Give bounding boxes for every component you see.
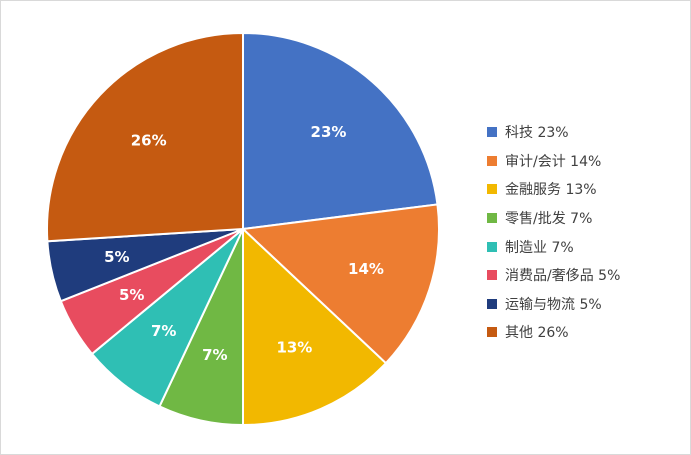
pie-slices: [46, 31, 440, 427]
pie-data-label: 5%: [104, 248, 129, 266]
legend-label: 制造业 7%: [505, 239, 574, 256]
legend-item: 运输与物流 5%: [487, 290, 687, 319]
pie-data-label: 26%: [131, 131, 167, 149]
legend-label: 零售/批发 7%: [505, 211, 593, 228]
pie-data-label: 23%: [311, 123, 347, 141]
legend-item: 其他 26%: [487, 318, 687, 347]
legend: 科技 23% 审计/会计 14% 金融服务 13% 零售/批发 7% 制造业 7% 消费品…: [487, 118, 687, 347]
legend-item: 消费品/奢侈品 5%: [487, 261, 687, 290]
pie-data-labels: 23% 14% 13% 7% 7% 5% 5% 26%: [104, 123, 384, 364]
pie-slice: [46, 31, 244, 243]
legend-swatch: [487, 327, 497, 338]
pie-data-label: 14%: [348, 260, 384, 278]
pie-data-label: 7%: [202, 346, 227, 364]
legend-label: 审计/会计 14%: [505, 153, 602, 170]
legend-label: 运输与物流 5%: [505, 296, 602, 313]
legend-swatch: [487, 298, 497, 309]
legend-label: 消费品/奢侈品 5%: [505, 268, 621, 285]
legend-swatch: [487, 127, 497, 138]
legend-swatch: [487, 270, 497, 281]
legend-item: 金融服务 13%: [487, 175, 687, 204]
pie-slice: [242, 31, 439, 231]
pie-data-label: 13%: [276, 339, 312, 357]
legend-item: 制造业 7%: [487, 232, 687, 261]
pie-slice: [242, 226, 388, 427]
legend-swatch: [487, 213, 497, 224]
legend-item: 科技 23%: [487, 118, 687, 147]
pie-data-label: 7%: [151, 322, 176, 340]
legend-label: 其他 26%: [505, 325, 569, 342]
legend-swatch: [487, 155, 497, 166]
pie-data-label: 5%: [119, 286, 144, 304]
legend-label: 科技 23%: [505, 125, 569, 142]
pie-slice: [240, 203, 440, 365]
legend-item: 审计/会计 14%: [487, 147, 687, 176]
legend-item: 零售/批发 7%: [487, 204, 687, 233]
legend-label: 金融服务 13%: [505, 182, 597, 199]
legend-swatch: [487, 241, 497, 252]
legend-swatch: [487, 184, 497, 195]
